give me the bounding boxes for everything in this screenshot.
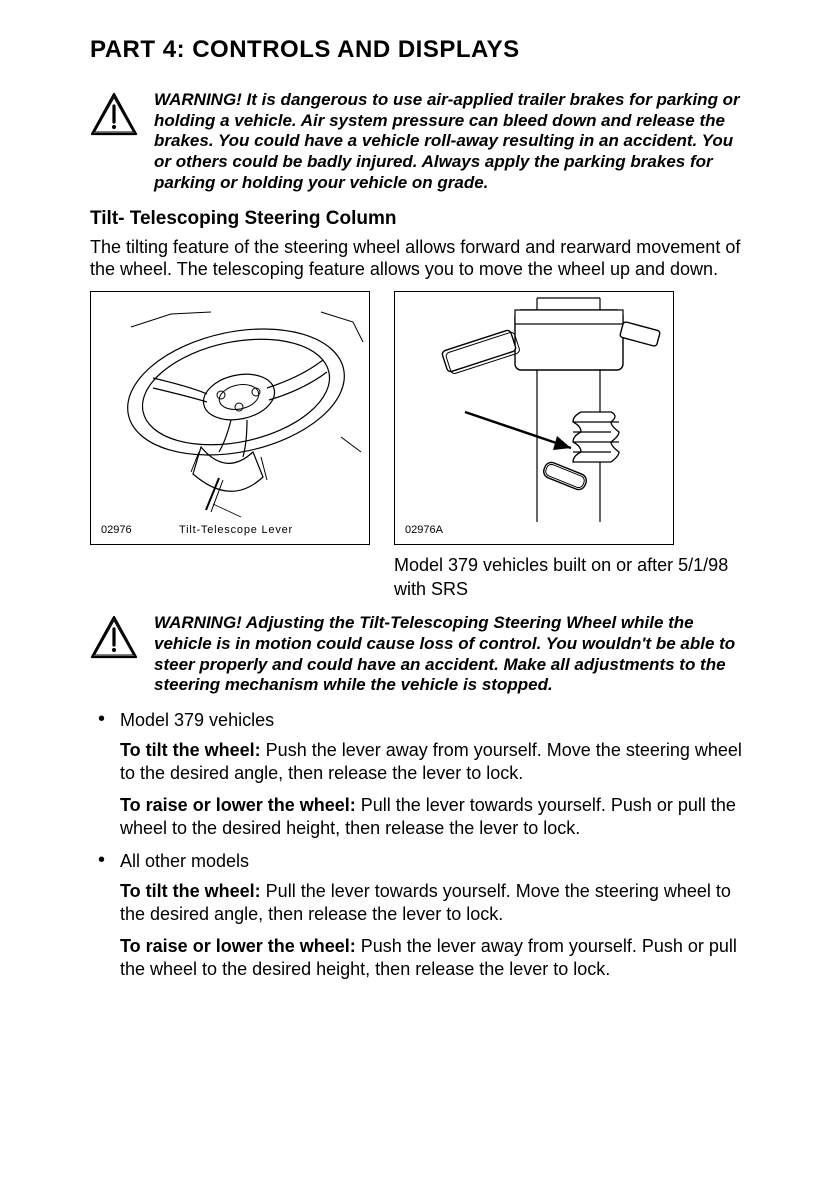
instruction: To raise or lower the wheel: Push the le… — [120, 935, 743, 980]
figure-2-caption: Model 379 vehicles built on or after 5/1… — [394, 553, 743, 602]
figure-1-drawing — [91, 292, 371, 546]
section-title: Tilt- Telescoping Steering Column — [90, 208, 743, 230]
figure-1-id: 02976 — [101, 524, 132, 536]
figures-row: 02976 Tilt-Telescope Lever — [90, 291, 743, 602]
instruction: To tilt the wheel: Push the lever away f… — [120, 739, 743, 784]
bullet-heading: Model 379 vehicles — [120, 710, 743, 731]
list-item: Model 379 vehicles To tilt the wheel: Pu… — [90, 710, 743, 839]
figure-2-box: 02976A — [394, 291, 674, 545]
figure-1-box: 02976 Tilt-Telescope Lever — [90, 291, 370, 545]
warning-block-2: WARNING! Adjusting the Tilt-Telescoping … — [90, 613, 743, 696]
figure-1: 02976 Tilt-Telescope Lever — [90, 291, 370, 602]
part-title: PART 4: CONTROLS AND DISPLAYS — [90, 36, 743, 64]
instruction: To raise or lower the wheel: Pull the le… — [120, 794, 743, 839]
intro-text: The tilting feature of the steering whee… — [90, 236, 743, 281]
instruction: To tilt the wheel: Pull the lever toward… — [120, 880, 743, 925]
instruction-label: To raise or lower the wheel: — [120, 795, 356, 815]
figure-1-label: Tilt-Telescope Lever — [179, 524, 293, 536]
figure-2-id: 02976A — [405, 524, 443, 536]
warning-block-1: WARNING! It is dangerous to use air-appl… — [90, 90, 743, 194]
instruction-label: To raise or lower the wheel: — [120, 936, 356, 956]
warning-icon — [90, 615, 138, 659]
instruction-label: To tilt the wheel: — [120, 881, 261, 901]
instruction-label: To tilt the wheel: — [120, 740, 261, 760]
page: PART 4: CONTROLS AND DISPLAYS WARNING! I… — [0, 0, 823, 1042]
bullet-list: Model 379 vehicles To tilt the wheel: Pu… — [90, 710, 743, 980]
figure-2: 02976A Model 379 vehicles built on or af… — [394, 291, 743, 602]
list-item: All other models To tilt the wheel: Pull… — [90, 851, 743, 980]
warning-text-2: WARNING! Adjusting the Tilt-Telescoping … — [154, 613, 743, 696]
bullet-heading: All other models — [120, 851, 743, 872]
warning-text-1: WARNING! It is dangerous to use air-appl… — [154, 90, 743, 194]
figure-2-drawing — [395, 292, 675, 546]
warning-icon — [90, 92, 138, 136]
